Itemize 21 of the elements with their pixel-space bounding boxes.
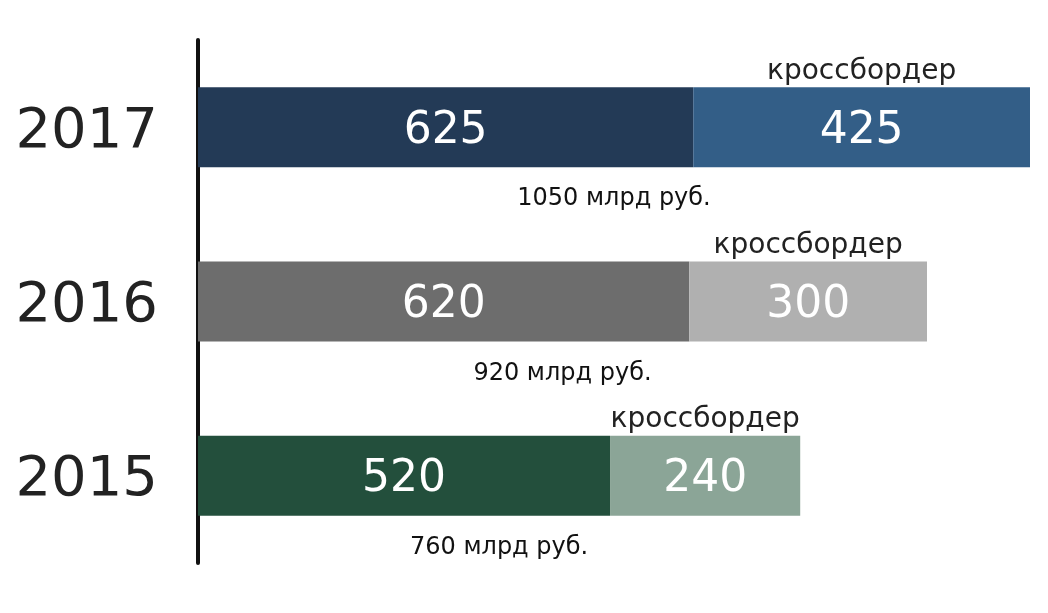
data-label: 425	[819, 101, 904, 153]
y-tick-label: 2017	[15, 94, 158, 160]
bar	[610, 435, 801, 516]
text: кроссбордер	[713, 227, 903, 260]
bar	[689, 261, 927, 342]
data-label: 620	[401, 276, 486, 327]
total-label: 920 млрд руб.	[473, 357, 652, 386]
data-label: 300	[766, 276, 851, 327]
y-tick-label: 2016	[15, 269, 158, 334]
y-tick-label: 2015	[15, 443, 158, 509]
series-label: кроссбордер	[767, 52, 957, 86]
bar	[198, 435, 611, 516]
text: кроссбордер	[610, 401, 800, 435]
bar	[693, 87, 1030, 168]
data-label: 240	[663, 450, 748, 502]
total-label: 760 млрд руб.	[410, 531, 589, 560]
total-label: 1050 млрд руб.	[517, 183, 711, 212]
bar	[198, 261, 690, 342]
bar	[198, 87, 694, 168]
data-label: 520	[362, 450, 447, 502]
data-label: 625	[403, 101, 488, 153]
